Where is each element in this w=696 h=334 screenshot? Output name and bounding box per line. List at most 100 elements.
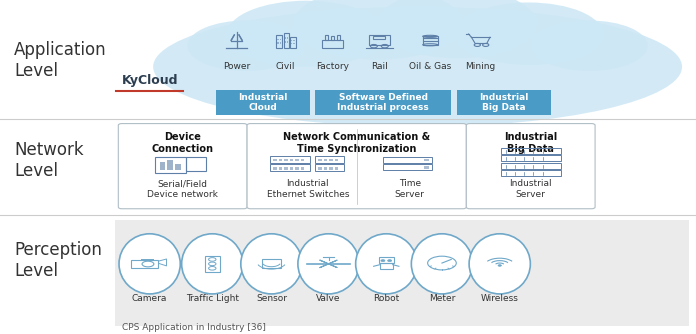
Bar — [322, 40, 343, 47]
Bar — [422, 36, 438, 45]
Bar — [278, 159, 282, 161]
Bar — [280, 39, 281, 40]
Bar — [167, 160, 173, 170]
Bar — [269, 164, 310, 171]
FancyBboxPatch shape — [247, 124, 466, 209]
Text: Industrial
Big Data: Industrial Big Data — [479, 93, 528, 113]
Text: Traffic Light: Traffic Light — [186, 295, 239, 303]
Ellipse shape — [454, 2, 603, 65]
Bar — [379, 258, 394, 263]
FancyBboxPatch shape — [457, 90, 551, 115]
Bar — [291, 40, 292, 41]
Bar — [301, 167, 304, 170]
Bar — [287, 37, 288, 39]
Bar — [273, 159, 276, 161]
Bar — [155, 157, 186, 173]
Bar — [276, 35, 283, 47]
Bar — [335, 167, 338, 170]
Text: Device
Connection: Device Connection — [152, 132, 214, 154]
Bar — [324, 159, 327, 161]
Text: Application
Level: Application Level — [14, 41, 106, 79]
FancyBboxPatch shape — [466, 124, 595, 209]
FancyBboxPatch shape — [216, 90, 310, 115]
Circle shape — [381, 260, 385, 262]
Bar — [131, 260, 158, 268]
Bar — [284, 159, 287, 161]
Bar — [424, 159, 429, 161]
Bar — [295, 167, 299, 170]
Bar — [329, 159, 333, 161]
Ellipse shape — [356, 234, 417, 294]
Ellipse shape — [293, 0, 463, 59]
Bar — [280, 42, 281, 44]
Text: Industrial
Big Data: Industrial Big Data — [504, 132, 557, 154]
Bar — [335, 159, 338, 161]
Ellipse shape — [153, 7, 682, 127]
Bar — [337, 35, 340, 40]
Ellipse shape — [241, 234, 302, 294]
Bar — [285, 41, 286, 43]
Ellipse shape — [182, 234, 243, 294]
Bar — [262, 260, 280, 268]
Text: Software Defined
Industrial process: Software Defined Industrial process — [338, 93, 429, 113]
Bar — [324, 167, 327, 170]
Bar — [374, 36, 385, 39]
Bar — [159, 162, 165, 170]
Text: Camera: Camera — [132, 295, 167, 303]
Text: Industrial
Server: Industrial Server — [509, 179, 552, 199]
Ellipse shape — [227, 1, 386, 67]
Bar — [501, 163, 561, 169]
Bar — [175, 164, 180, 170]
Text: Network
Level: Network Level — [14, 141, 84, 180]
Bar — [287, 41, 288, 43]
Text: Network Communication &
Time Synchronization: Network Communication & Time Synchroniza… — [283, 132, 430, 154]
Bar — [186, 157, 206, 171]
Text: Meter: Meter — [429, 295, 455, 303]
Bar — [301, 159, 304, 161]
FancyBboxPatch shape — [118, 124, 247, 209]
Bar — [380, 263, 393, 269]
Bar — [115, 220, 689, 326]
Bar — [501, 148, 561, 154]
Ellipse shape — [531, 20, 648, 71]
Bar — [501, 156, 561, 161]
Bar — [501, 170, 561, 176]
Ellipse shape — [378, 0, 537, 58]
Ellipse shape — [411, 234, 473, 294]
Text: CPS Application in Industry [36]: CPS Application in Industry [36] — [122, 323, 266, 332]
Ellipse shape — [119, 234, 180, 294]
Text: Wireless: Wireless — [481, 295, 519, 303]
Ellipse shape — [187, 20, 304, 71]
Bar — [315, 164, 344, 171]
Bar — [277, 39, 278, 40]
Bar — [424, 166, 429, 169]
Bar — [383, 157, 432, 163]
Text: Time
Server: Time Server — [395, 179, 425, 199]
Text: KyCloud: KyCloud — [121, 74, 178, 87]
Bar — [277, 42, 278, 44]
Bar — [315, 156, 344, 163]
Bar — [329, 167, 333, 170]
Bar — [291, 43, 292, 44]
Text: Oil & Gas: Oil & Gas — [409, 62, 451, 71]
Bar — [273, 167, 276, 170]
Bar — [383, 164, 432, 170]
Bar — [325, 35, 329, 40]
Text: Robot: Robot — [373, 295, 400, 303]
Text: Perception
Level: Perception Level — [14, 241, 102, 280]
Bar — [284, 33, 290, 47]
Bar — [284, 167, 287, 170]
Bar — [318, 167, 322, 170]
Circle shape — [498, 265, 501, 266]
Bar — [205, 256, 220, 272]
Bar — [369, 35, 390, 45]
Text: Civil: Civil — [276, 62, 295, 71]
Bar — [290, 37, 296, 47]
Bar — [285, 37, 286, 39]
Text: Industrial
Ethernet Switches: Industrial Ethernet Switches — [267, 179, 349, 199]
Text: Power: Power — [223, 62, 251, 71]
Text: Sensor: Sensor — [256, 295, 287, 303]
Ellipse shape — [298, 234, 359, 294]
Text: Industrial
Cloud: Industrial Cloud — [238, 93, 287, 113]
Bar — [331, 36, 334, 40]
